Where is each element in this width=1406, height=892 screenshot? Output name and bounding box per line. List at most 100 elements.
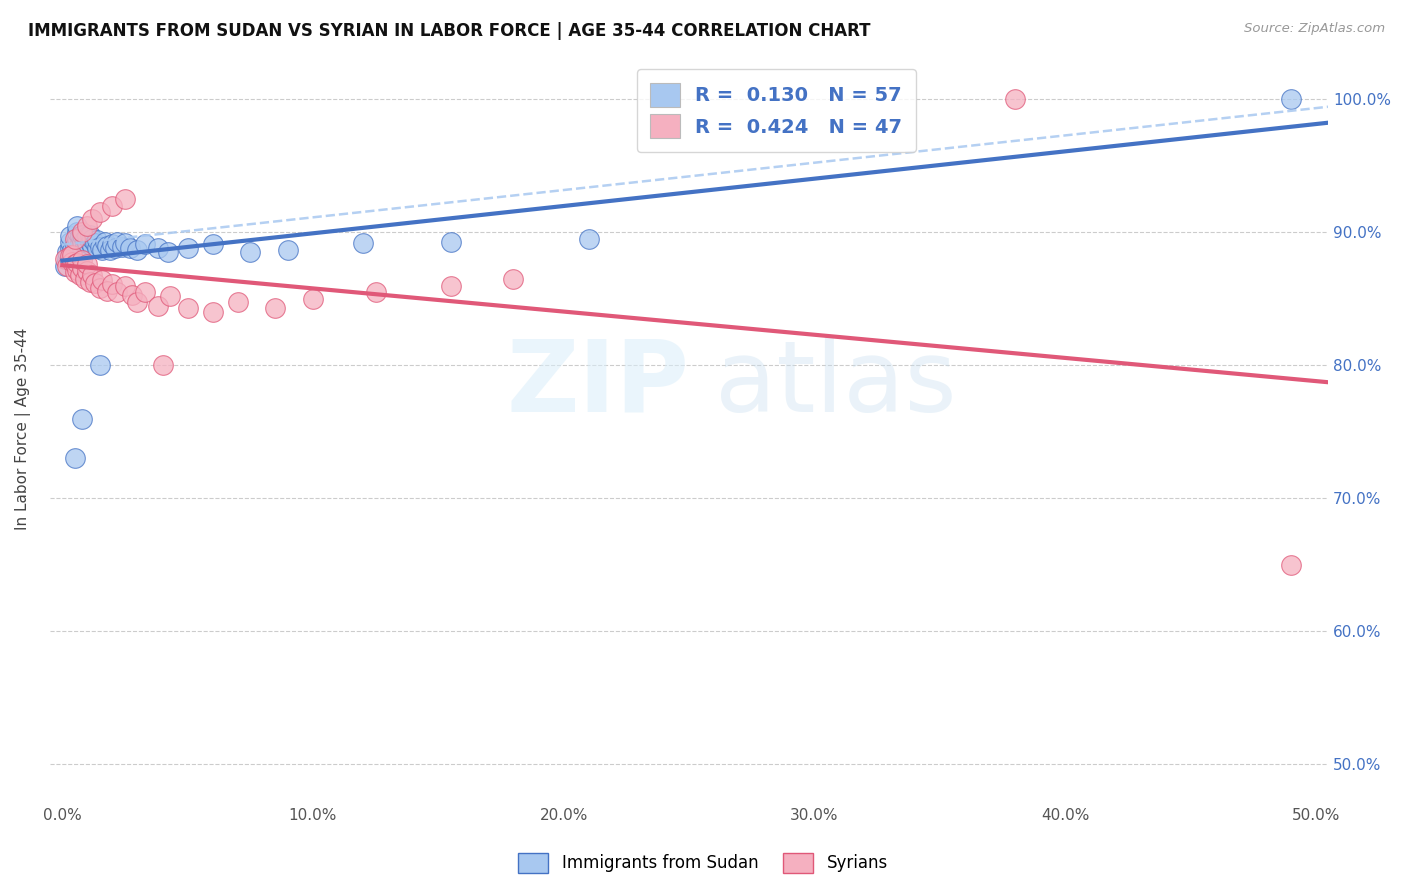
Point [264,301,287,315]
Point [146,299,169,313]
Point [1279,558,1302,572]
Point [104,241,127,255]
Point [302,292,325,306]
Point [63,265,86,279]
Point [72,261,94,276]
Point [76,257,98,271]
Point [66,256,89,270]
Point [364,285,387,300]
Point [76,235,98,250]
Point [63,451,86,466]
Text: IMMIGRANTS FROM SUDAN VS SYRIAN IN LABOR FORCE | AGE 35-44 CORRELATION CHART: IMMIGRANTS FROM SUDAN VS SYRIAN IN LABOR… [28,22,870,40]
Point [60,243,83,257]
Point [101,199,124,213]
Point [72,235,94,249]
Point [127,294,149,309]
Legend: R =  0.130   N = 57, R =  0.424   N = 47: R = 0.130 N = 57, R = 0.424 N = 47 [637,70,915,152]
Point [76,219,98,233]
Point [146,241,169,255]
Point [440,278,463,293]
Point [69,229,91,244]
Point [73,272,96,286]
Point [502,272,524,286]
Text: atlas: atlas [714,335,956,433]
Point [107,235,129,249]
Point [79,228,101,243]
Point [72,411,94,425]
Point [121,288,143,302]
Point [1279,93,1302,107]
Point [63,254,86,268]
Point [114,235,136,250]
Point [134,285,156,300]
Point [82,212,104,227]
Point [578,232,600,246]
Point [83,235,105,250]
Point [72,228,94,243]
Point [76,229,98,244]
Point [79,275,101,289]
Point [53,259,76,273]
Point [82,238,104,252]
Point [66,232,89,246]
Point [156,245,179,260]
Point [63,248,86,262]
Point [98,243,121,257]
Point [107,285,129,300]
Point [111,240,134,254]
Point [73,238,96,252]
Point [66,226,89,240]
Point [89,240,111,254]
Point [56,245,79,260]
Point [86,233,108,247]
Point [63,232,86,246]
Point [201,237,224,252]
Point [1004,93,1026,107]
Point [89,359,111,373]
Text: Source: ZipAtlas.com: Source: ZipAtlas.com [1244,22,1385,36]
Point [159,289,181,303]
Point [89,281,111,295]
Point [66,219,89,233]
Point [76,243,98,257]
Point [91,243,114,257]
Point [114,278,136,293]
Point [56,259,79,273]
Point [56,252,79,266]
Point [239,245,262,260]
Point [69,235,91,250]
Point [59,235,82,249]
Point [152,359,174,373]
Point [79,235,101,249]
Point [72,241,94,255]
Point [72,253,94,268]
Point [91,273,114,287]
Point [94,235,117,249]
Point [53,252,76,266]
Point [440,235,463,249]
Point [277,243,299,257]
Point [114,192,136,206]
Point [60,248,83,262]
Point [83,276,105,290]
Point [86,241,108,255]
Point [96,284,118,298]
Point [59,249,82,263]
Point [63,257,86,271]
Point [226,294,249,309]
Y-axis label: In Labor Force | Age 35-44: In Labor Force | Age 35-44 [15,327,31,530]
Point [59,241,82,255]
Point [82,232,104,246]
Point [69,268,91,282]
Text: ZIP: ZIP [506,335,689,433]
Point [96,238,118,252]
Point [82,268,104,282]
Point [89,205,111,219]
Point [72,226,94,240]
Legend: Immigrants from Sudan, Syrians: Immigrants from Sudan, Syrians [512,847,894,880]
Point [66,262,89,277]
Point [63,238,86,252]
Point [176,301,198,315]
Point [201,305,224,319]
Point [127,243,149,257]
